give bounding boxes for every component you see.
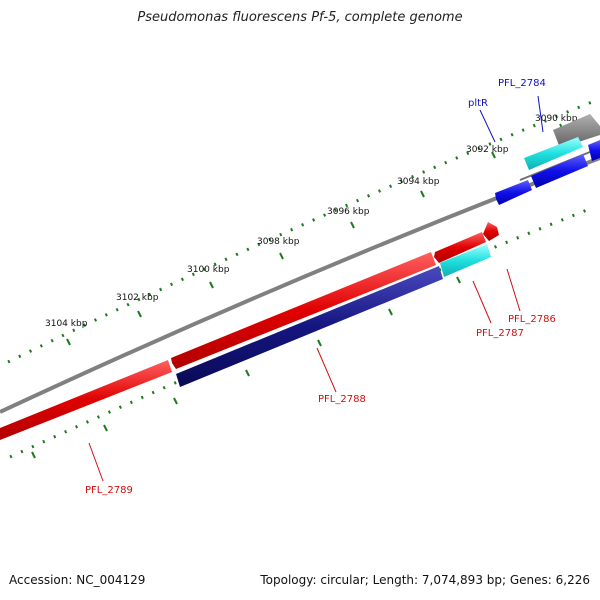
rna-PFL_2787: [440, 244, 491, 277]
gene-label-PFL_2788: PFL_2788: [318, 394, 366, 405]
tick-label-3100: 3100 kbp: [187, 265, 230, 275]
feature-grey: [553, 114, 600, 148]
gene-PFL_2789: [0, 360, 172, 440]
gene-blue-small: [495, 180, 532, 205]
tick-label-3102: 3102 kbp: [116, 293, 159, 303]
gene-PFL_2784-blue: [588, 140, 600, 161]
tick-label-3098: 3098 kbp: [257, 237, 300, 247]
tick-label-3104: 3104 kbp: [45, 319, 88, 329]
accession-text: Accession: NC_004129: [9, 573, 146, 587]
gene-label-PFL_2784: PFL_2784: [498, 78, 546, 89]
tick-label-3092: 3092 kbp: [466, 145, 509, 155]
tick-label-3090: 3090 kbp: [535, 114, 578, 124]
outer-tick-ring: [7, 100, 593, 364]
topology-text: Topology: circular; Length: 7,074,893 bp…: [260, 573, 590, 587]
gene-pltR: [531, 154, 588, 188]
gene-label-pltR: pltR: [468, 98, 488, 109]
gene-PFL_2788: [171, 252, 436, 369]
gene-label-PFL_2786: PFL_2786: [508, 314, 556, 325]
gene-PFL_2786: [483, 222, 499, 241]
gene-label-PFL_2789: PFL_2789: [85, 485, 133, 496]
gene-PFL_2784: [524, 137, 583, 170]
tick-label-3096: 3096 kbp: [327, 207, 370, 217]
gene-PFL_2787: [434, 232, 486, 263]
tick-label-3094: 3094 kbp: [397, 177, 440, 187]
map-title: Pseudomonas fluorescens Pf-5, complete g…: [137, 10, 463, 25]
reverse-cds: [176, 266, 443, 387]
gene-leader-lines: [88, 95, 544, 482]
gene-label-PFL_2787: PFL_2787: [476, 328, 524, 339]
major-ticks-inner: [31, 276, 461, 459]
